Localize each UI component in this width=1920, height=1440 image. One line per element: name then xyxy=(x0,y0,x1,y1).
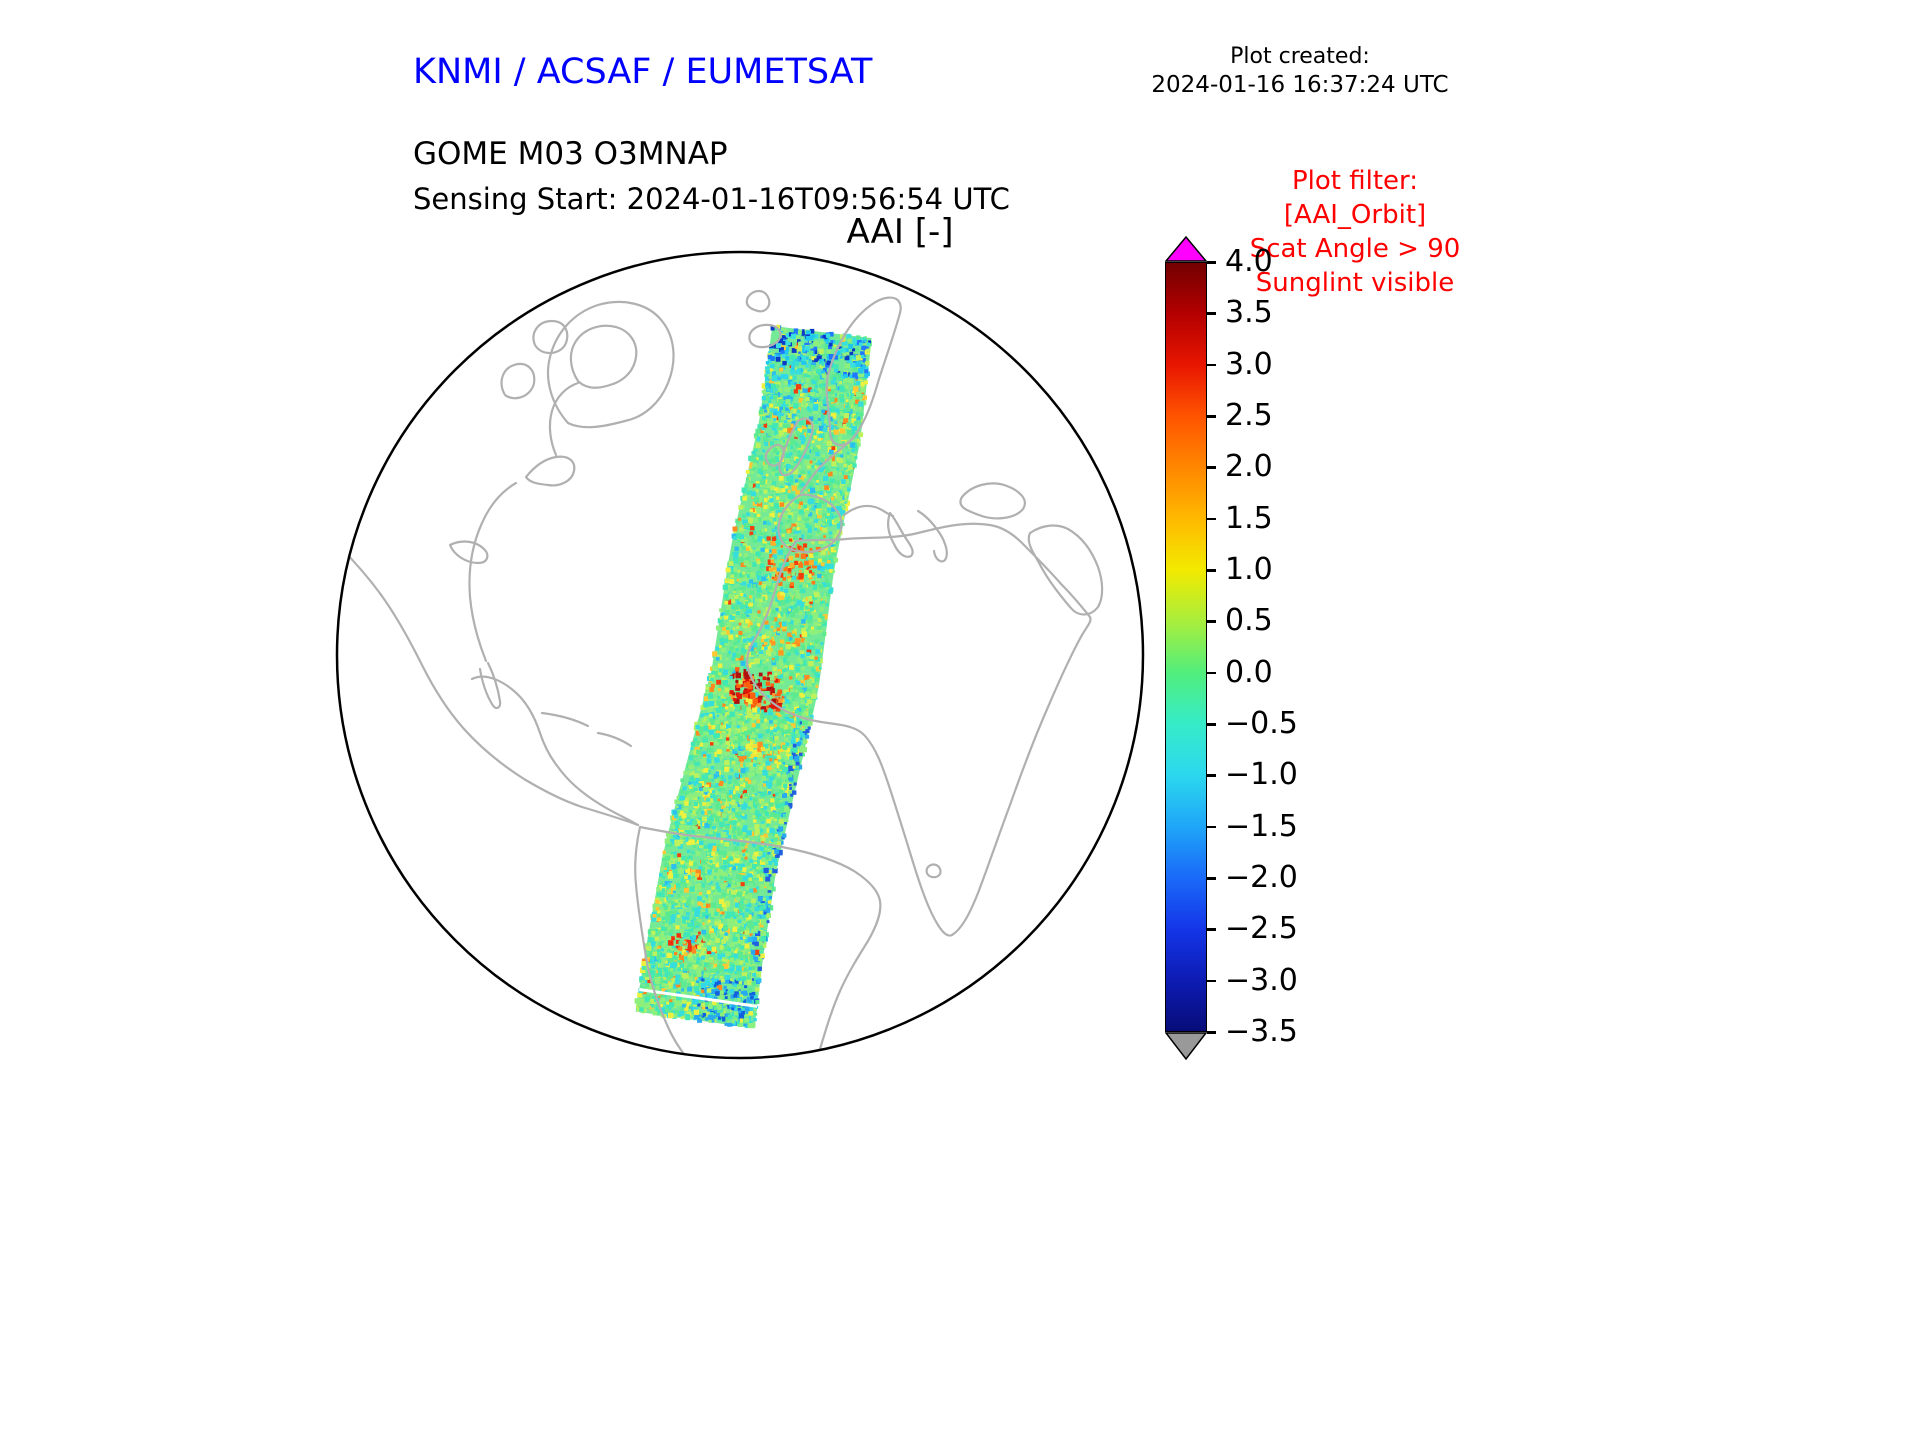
coastline-iceland xyxy=(748,323,782,349)
colorbar-tick-label: −2.5 xyxy=(1225,911,1298,947)
colorbar-tick-label: 4.0 xyxy=(1225,244,1273,279)
coastline-arctic-island xyxy=(532,319,569,355)
plot-filter-line: Scat Angle > 90 xyxy=(1249,234,1461,264)
coastline-florida xyxy=(478,661,502,710)
colorbar-tick xyxy=(1207,825,1216,829)
globe-map xyxy=(335,250,1145,1060)
colorbar-tick xyxy=(1207,774,1216,777)
coastline-iberia xyxy=(777,493,843,554)
coastline-small-island xyxy=(925,863,942,879)
colorbar-tick-label: 2.0 xyxy=(1225,449,1273,485)
plot-created-block: Plot created: 2024-01-16 16:37:24 UTC xyxy=(1130,44,1470,98)
globe-outline xyxy=(335,250,1145,1060)
plot-created-label: Plot created: xyxy=(1230,44,1370,69)
colorbar-tick xyxy=(1207,517,1216,521)
plot-filter-block: Plot filter: [AAI_Orbit] Scat Angle > 90… xyxy=(1200,164,1510,300)
coastlines xyxy=(337,289,1104,1058)
colorbar-tick-label: −1.5 xyxy=(1225,808,1298,844)
coastline-arabia xyxy=(1027,524,1104,616)
agency-title: KNMI / ACSAF / EUMETSAT xyxy=(413,52,873,92)
colorbar-tick-label: 3.5 xyxy=(1225,295,1273,331)
coastline-newfoundland xyxy=(524,455,576,487)
colorbar-over-arrow xyxy=(1165,236,1207,262)
coastline-mediterranean-north xyxy=(842,504,895,518)
colorbar xyxy=(1165,236,1207,1062)
colorbar-tick-label: −0.5 xyxy=(1225,706,1298,741)
coastline-mexico-pacific xyxy=(337,543,640,827)
colorbar-tick-label: 3.0 xyxy=(1225,346,1273,382)
colorbar-tick-label: 2.5 xyxy=(1225,398,1273,433)
colorbar-gradient xyxy=(1165,262,1207,1032)
coastline-central-america xyxy=(470,675,640,827)
colorbar-tick xyxy=(1207,312,1216,315)
coastline-hispaniola xyxy=(596,731,633,748)
colorbar-tick-label: 1.5 xyxy=(1225,500,1273,536)
colorbar-tick xyxy=(1207,415,1216,418)
coastline-south-america-east xyxy=(638,825,882,1058)
colorbar-tick-label: 1.0 xyxy=(1225,552,1273,587)
colorbar-tick-label: −3.5 xyxy=(1225,1014,1298,1049)
coastline-south-america-west xyxy=(634,825,696,1058)
plot-created-timestamp: 2024-01-16 16:37:24 UTC xyxy=(1151,72,1449,98)
coastline-black-sea xyxy=(959,482,1026,520)
coastline-balkans xyxy=(916,509,948,563)
satellite-swath xyxy=(634,324,872,1029)
colorbar-tick-label: 0.0 xyxy=(1225,654,1273,690)
coastline-greenland xyxy=(546,300,675,429)
coastline-baffin xyxy=(500,362,536,400)
colorbar-under-arrow xyxy=(1165,1032,1207,1060)
coastline-europe-coast xyxy=(799,437,854,494)
plot-filter-line: Sunglint visible xyxy=(1255,268,1455,298)
colorbar-tick-label: −2.0 xyxy=(1225,860,1298,895)
sensing-start: Sensing Start: 2024-01-16T09:56:54 UTC xyxy=(413,182,1010,216)
colorbar-tick xyxy=(1207,1031,1216,1034)
colorbar-tick xyxy=(1207,261,1216,264)
colorbar-tick xyxy=(1207,466,1216,469)
colorbar-tick-label: 0.5 xyxy=(1225,603,1273,639)
plot-filter-line: Plot filter: xyxy=(1291,166,1419,196)
colorbar-tick xyxy=(1207,877,1216,880)
coastline-scandinavia xyxy=(825,296,902,447)
plot-filter-line: [AAI_Orbit] xyxy=(1283,200,1427,230)
colorbar-ticks: 4.0 3.5 3.0 2.5 2.0 1.5 1.0 0.5 0.0 −0.5 −1.0 −1.5 −… xyxy=(1207,244,1347,1049)
coastline-svalbard xyxy=(745,289,771,313)
coastline-italy xyxy=(887,511,914,558)
coastline-us-east xyxy=(468,481,518,663)
colorbar-tick xyxy=(1207,671,1216,675)
product-title: GOME M03 O3MNAP xyxy=(413,136,728,172)
plot-title: AAI [-] xyxy=(846,212,954,252)
coastline-labrador xyxy=(548,381,580,457)
colorbar-tick xyxy=(1207,363,1216,367)
coastline-great-lakes xyxy=(448,540,489,565)
colorbar-tick xyxy=(1207,723,1216,726)
colorbar-tick xyxy=(1207,979,1216,983)
colorbar-tick-label: −1.0 xyxy=(1225,757,1298,793)
coastline-africa xyxy=(746,522,1092,937)
colorbar-tick-label: −3.0 xyxy=(1225,962,1298,998)
colorbar-tick xyxy=(1207,620,1216,623)
coastline-cuba xyxy=(540,711,590,728)
coastline-ireland xyxy=(764,443,785,467)
coastline-hudson-bay xyxy=(569,324,638,389)
colorbar-tick xyxy=(1207,569,1216,572)
colorbar-tick xyxy=(1207,928,1216,931)
